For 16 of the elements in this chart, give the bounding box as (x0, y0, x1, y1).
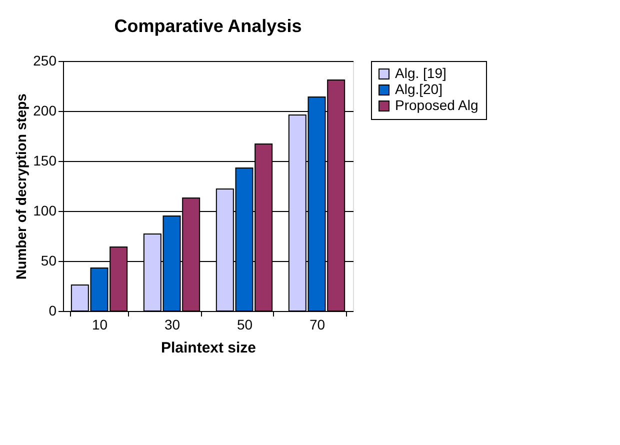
x-tick-label: 50 (236, 316, 253, 332)
x-tick-label: 30 (164, 316, 180, 332)
x-axis-title: Plaintext size (160, 340, 256, 356)
x-tick-label: 70 (309, 316, 326, 332)
y-tick-label: 250 (33, 52, 57, 68)
y-tick-label: 150 (33, 152, 57, 168)
y-tick-label: 200 (33, 102, 57, 118)
legend-label: Alg. [19] (395, 65, 446, 81)
chart-title: Comparative Analysis (114, 16, 302, 36)
y-tick-label: 100 (33, 202, 57, 218)
y-tick-label: 50 (40, 252, 57, 268)
legend-label: Proposed Alg (395, 97, 478, 113)
y-tick-label: 0 (48, 302, 57, 318)
legend-label: Alg.[20] (395, 81, 442, 97)
x-tick-label: 10 (92, 316, 108, 332)
y-axis-title: Number of decryption steps (13, 93, 30, 280)
